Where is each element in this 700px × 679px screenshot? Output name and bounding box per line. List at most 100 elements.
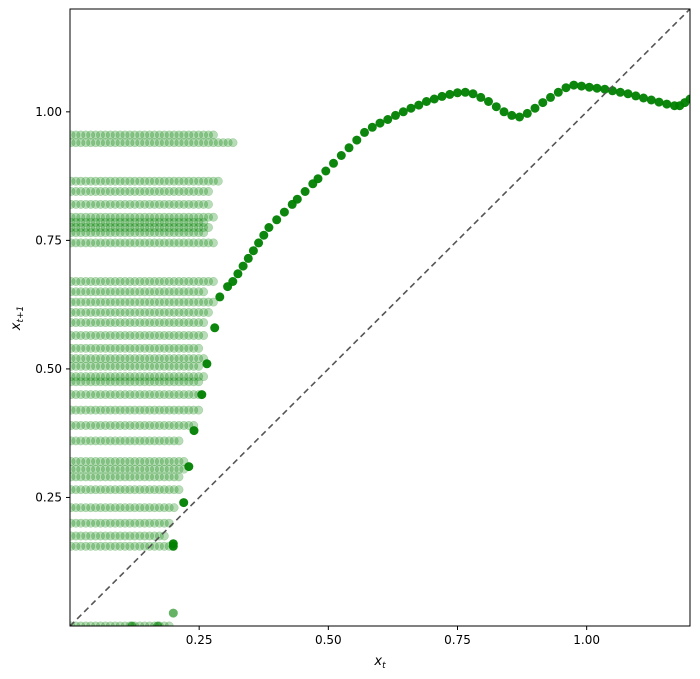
transient-point (100, 318, 110, 328)
identity-diagonal-line (70, 9, 690, 626)
transient-point (86, 331, 96, 340)
transient-point (135, 436, 145, 446)
transient-point (154, 377, 164, 387)
attractor-point (329, 158, 338, 168)
transient-point (150, 472, 159, 482)
transient-point (154, 228, 164, 238)
transient-point (110, 457, 120, 466)
transient-point (184, 138, 194, 148)
transient-point (150, 187, 159, 196)
transient-point (76, 457, 86, 466)
transient-point (189, 297, 199, 307)
transient-point (174, 354, 184, 364)
transient-point (110, 354, 120, 364)
transient-point (169, 377, 179, 387)
transient-point (150, 377, 159, 387)
transient-point (71, 307, 81, 317)
transient-point (115, 421, 125, 430)
transient-point (164, 464, 174, 474)
transient-point (140, 541, 150, 551)
transient-point (70, 223, 76, 232)
transient-point (145, 377, 155, 387)
transient-point (169, 354, 179, 364)
transient-point (135, 377, 145, 387)
y-tick-label: 0.50 (35, 362, 62, 376)
transient-point (204, 176, 213, 186)
transient-point (150, 212, 159, 222)
transient-point (91, 277, 101, 286)
transient-point (100, 287, 110, 297)
transient-point (184, 377, 194, 387)
attractor-point (499, 107, 509, 117)
transient-point (86, 464, 96, 474)
transient-point (115, 354, 125, 364)
transient-point (174, 277, 184, 286)
transient-point (194, 228, 204, 238)
transient-point (91, 297, 101, 307)
transient-point (96, 187, 105, 196)
transient-point (179, 187, 189, 196)
transient-point (70, 377, 76, 387)
transient-point (71, 472, 81, 482)
transient-point (86, 485, 96, 495)
transient-point (86, 212, 96, 222)
transient-point (91, 503, 101, 513)
transient-point (159, 354, 169, 364)
transient-point (164, 277, 174, 286)
transient-point (184, 212, 194, 222)
transient-point (130, 176, 140, 186)
attractor-point (153, 621, 163, 626)
transient-point (135, 187, 145, 196)
transient-point (71, 199, 81, 209)
transient-point (179, 138, 189, 148)
transient-point (125, 372, 135, 382)
transient-point (159, 238, 169, 248)
transient-point (174, 228, 184, 238)
transient-point (159, 390, 169, 400)
transient-point (189, 217, 199, 227)
transient-point (159, 223, 169, 232)
transient-point (96, 228, 105, 238)
transient-point (189, 277, 199, 286)
transient-point (159, 138, 169, 148)
transient-point (159, 372, 169, 382)
attractor-point (189, 426, 199, 436)
transient-point (169, 138, 179, 148)
transient-point (194, 377, 204, 387)
transient-point (179, 372, 189, 382)
transient-point (76, 277, 86, 286)
transient-point (105, 372, 115, 382)
transient-point (164, 287, 174, 297)
transient-point (154, 212, 164, 222)
transient-point (76, 472, 86, 482)
transient-point (105, 485, 115, 495)
transient-point (100, 138, 110, 148)
transient-point (150, 130, 159, 140)
transient-point (145, 503, 155, 513)
transient-point (174, 464, 184, 474)
transient-point (204, 138, 213, 148)
transient-point (115, 531, 125, 541)
transient-point (184, 390, 194, 400)
transient-point (199, 331, 209, 340)
attractor-point (491, 102, 501, 112)
transient-point (130, 503, 140, 513)
attractor-point (654, 97, 664, 107)
transient-point (199, 307, 209, 317)
transient-point (81, 318, 91, 328)
x-tick-label: 0.75 (444, 633, 471, 647)
attractor-point (546, 92, 555, 102)
transient-point (164, 176, 174, 186)
transient-point (120, 485, 130, 495)
transient-point (86, 277, 96, 286)
transient-point (125, 485, 135, 495)
transient-point (71, 377, 81, 387)
transient-point (71, 238, 81, 248)
attractor-point (127, 621, 137, 626)
transient-point (199, 187, 209, 196)
transient-point (91, 238, 101, 248)
transient-point (91, 331, 101, 340)
transient-point (71, 354, 81, 364)
transient-point (110, 331, 120, 340)
transient-point (96, 217, 105, 227)
